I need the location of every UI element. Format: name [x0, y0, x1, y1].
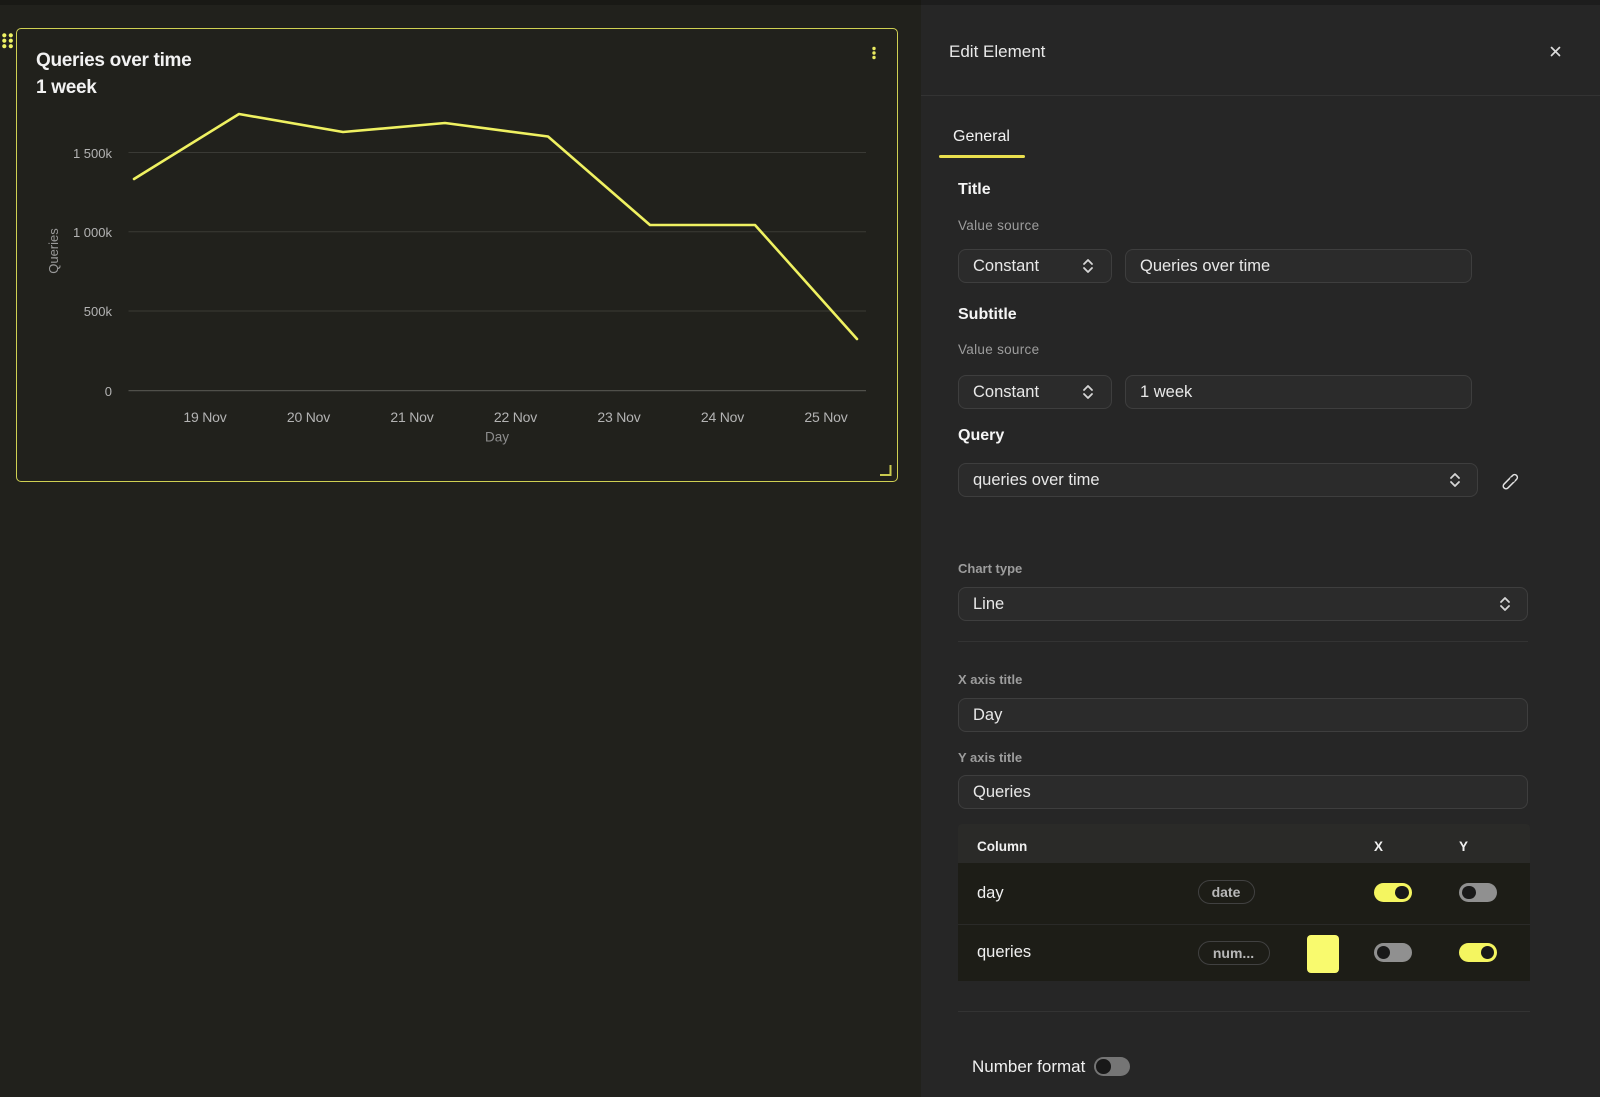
- svg-text:Queries: Queries: [46, 228, 61, 274]
- svg-text:22 Nov: 22 Nov: [494, 409, 537, 425]
- svg-text:24 Nov: 24 Nov: [701, 409, 744, 425]
- svg-text:21 Nov: 21 Nov: [390, 409, 433, 425]
- svg-text:1 000k: 1 000k: [73, 225, 113, 240]
- svg-text:Day: Day: [485, 430, 509, 445]
- svg-text:23 Nov: 23 Nov: [597, 409, 640, 425]
- svg-text:20 Nov: 20 Nov: [287, 409, 330, 425]
- svg-text:1 500k: 1 500k: [73, 146, 113, 161]
- svg-text:500k: 500k: [84, 304, 113, 319]
- svg-text:19 Nov: 19 Nov: [183, 409, 226, 425]
- svg-text:0: 0: [105, 384, 112, 399]
- svg-text:25 Nov: 25 Nov: [804, 409, 847, 425]
